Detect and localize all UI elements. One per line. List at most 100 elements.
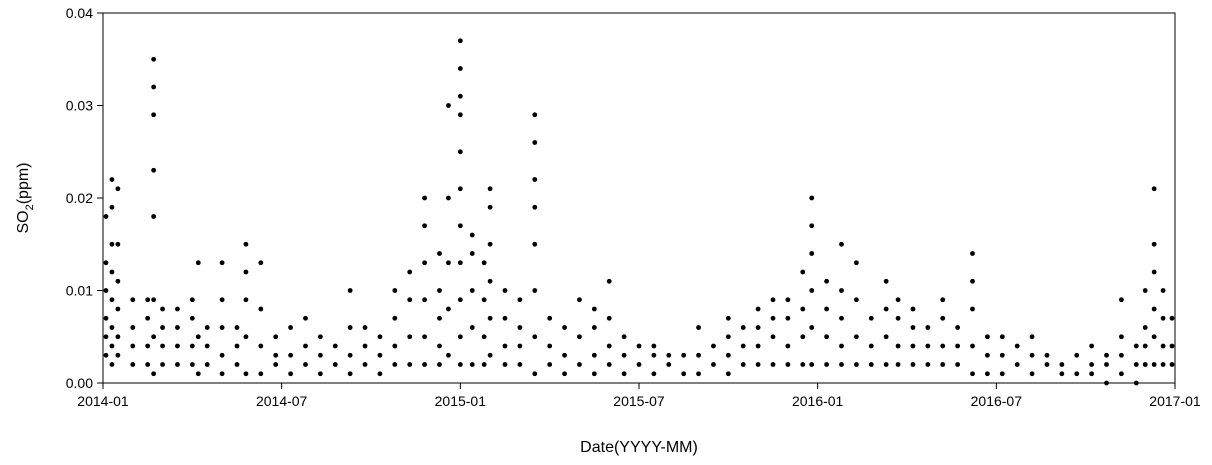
data-point: [407, 297, 413, 303]
data-point: [392, 343, 398, 349]
data-point: [809, 325, 815, 330]
data-point: [115, 306, 121, 312]
data-point: [151, 371, 157, 377]
data-point: [621, 371, 627, 377]
data-point: [940, 343, 946, 349]
x-tick-label: 2015-01: [435, 393, 487, 409]
data-point: [651, 371, 657, 377]
data-point: [362, 343, 368, 349]
data-point: [1151, 334, 1157, 340]
data-point: [347, 325, 353, 330]
data-point: [853, 362, 859, 367]
data-point: [303, 315, 308, 321]
data-point: [755, 362, 761, 367]
data-point: [532, 112, 538, 118]
data-point: [457, 66, 463, 71]
data-point: [219, 297, 225, 303]
data-point: [925, 362, 931, 367]
data-point: [258, 306, 264, 312]
data-point: [115, 186, 121, 192]
data-point: [457, 297, 463, 303]
data-point: [532, 177, 538, 182]
data-point: [1104, 352, 1109, 358]
data-point: [377, 334, 383, 340]
data-point: [1142, 325, 1148, 330]
data-point: [1014, 362, 1020, 367]
data-point: [740, 343, 746, 349]
data-point: [824, 334, 829, 340]
data-point: [481, 362, 487, 367]
y-tick-label: 0.04: [66, 5, 93, 21]
data-point: [195, 371, 201, 377]
data-point: [273, 352, 279, 358]
data-point: [532, 140, 538, 145]
data-point: [577, 334, 582, 340]
data-point: [809, 251, 815, 256]
data-point: [145, 362, 151, 367]
data-point: [1104, 380, 1109, 386]
data-point: [651, 352, 657, 358]
data-point: [288, 352, 293, 358]
data-point: [422, 334, 427, 340]
data-point: [446, 306, 451, 312]
x-tick-label: 2014-01: [77, 393, 129, 409]
data-point: [189, 315, 195, 321]
data-point: [562, 352, 567, 358]
data-point: [770, 297, 776, 303]
data-point: [109, 269, 115, 275]
data-point: [175, 325, 180, 330]
data-point: [547, 315, 553, 321]
data-point: [273, 362, 279, 367]
data-point: [407, 269, 413, 275]
data-point: [999, 334, 1005, 340]
data-point: [577, 362, 582, 367]
data-point: [940, 297, 946, 303]
data-point: [130, 297, 136, 303]
data-point: [883, 334, 889, 340]
data-point: [1133, 343, 1139, 349]
data-point: [103, 352, 109, 358]
data-point: [955, 362, 961, 367]
data-point: [189, 362, 195, 367]
data-point: [725, 334, 731, 340]
y-tick-label: 0.02: [66, 190, 93, 206]
data-point: [785, 297, 791, 303]
data-point: [999, 371, 1005, 377]
data-point: [910, 362, 916, 367]
data-point: [204, 362, 210, 367]
data-point: [740, 362, 746, 367]
data-point: [1119, 334, 1124, 340]
data-point: [1074, 352, 1080, 358]
data-point: [103, 214, 109, 219]
data-point: [955, 325, 961, 330]
data-point: [160, 362, 165, 367]
data-point: [910, 306, 916, 312]
data-point: [839, 241, 844, 247]
data-point: [606, 278, 612, 284]
data-point: [457, 186, 463, 192]
data-point: [160, 325, 165, 330]
data-point: [925, 343, 931, 349]
data-point: [151, 297, 157, 303]
data-point: [591, 325, 597, 330]
data-point: [109, 325, 115, 330]
y-tick-label: 0.03: [66, 98, 93, 114]
data-point: [1089, 343, 1095, 349]
data-point: [109, 297, 115, 303]
data-point: [377, 371, 383, 377]
data-point: [970, 306, 975, 312]
data-point: [1029, 352, 1035, 358]
data-point: [591, 306, 597, 312]
data-point: [219, 260, 225, 266]
data-point: [437, 315, 442, 321]
data-point: [115, 278, 121, 284]
data-point: [437, 362, 442, 367]
data-point: [1169, 343, 1175, 349]
data-point: [785, 315, 791, 321]
data-point: [970, 278, 975, 284]
data-point: [770, 362, 776, 367]
data-point: [651, 343, 657, 349]
data-point: [725, 315, 731, 321]
data-point: [666, 352, 672, 358]
data-point: [115, 352, 121, 358]
